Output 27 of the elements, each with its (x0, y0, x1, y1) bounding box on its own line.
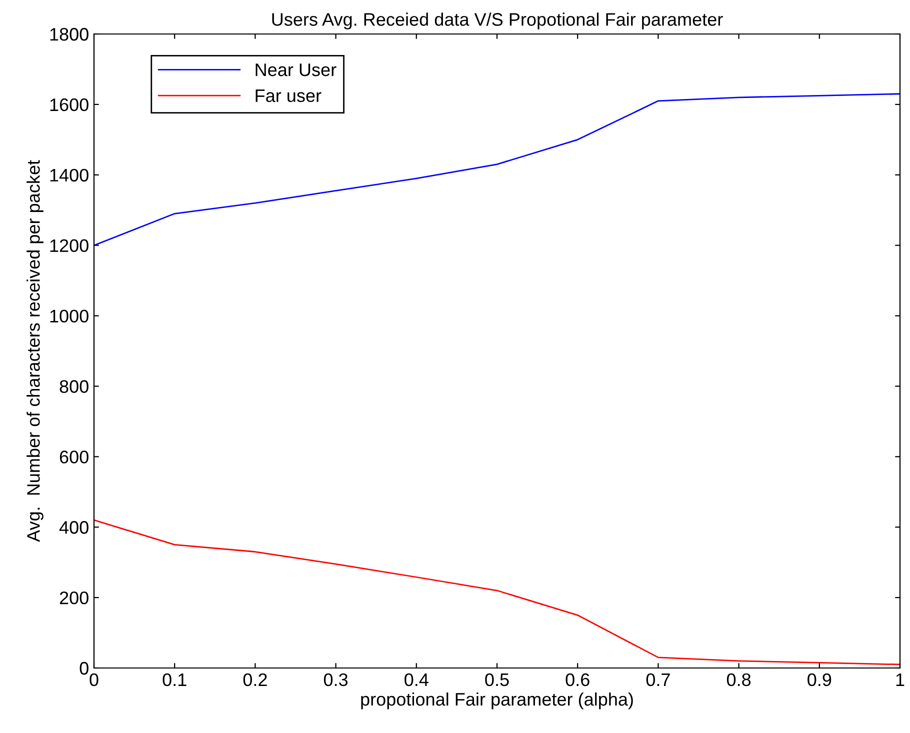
x-tick-label: 0.1 (162, 673, 186, 686)
y-tick-label: 1200 (50, 239, 88, 252)
x-tick-label: 0.6 (566, 673, 590, 686)
y-tick-label: 400 (59, 521, 88, 534)
y-tick-label: 1800 (50, 28, 88, 41)
x-axis-title: propotional Fair parameter (alpha) (361, 692, 633, 710)
y-tick-label: 0 (80, 662, 88, 675)
x-tick-label: 0.5 (485, 673, 509, 686)
y-tick-label: 200 (60, 591, 88, 604)
x-tick-label: 1 (896, 674, 904, 686)
x-tick-label: 0.2 (243, 673, 267, 686)
x-tick-label: 0.8 (726, 673, 751, 686)
y-axis-title: Avg. Number of characters received per packet (26, 160, 44, 542)
legend-label: Near User (256, 64, 336, 76)
y-tick-label: 1600 (50, 98, 88, 112)
x-tick-label: 0.7 (646, 673, 670, 686)
x-tick-label: 0 (90, 673, 98, 686)
y-tick-label: 600 (60, 450, 88, 464)
y-tick-label: 800 (60, 380, 88, 393)
y-tick-label: 1000 (50, 310, 88, 322)
line-series (94, 519, 900, 666)
x-tick-label: 0.4 (404, 673, 428, 686)
y-tick-label: 1400 (50, 168, 88, 182)
x-tick-label: 0.3 (324, 673, 348, 686)
chart-title: Users Avg. Receied data V/S Propotional Fair parameter (272, 12, 723, 30)
x-tick-label: 0.9 (808, 673, 832, 686)
legend-label: Far user (256, 89, 322, 102)
